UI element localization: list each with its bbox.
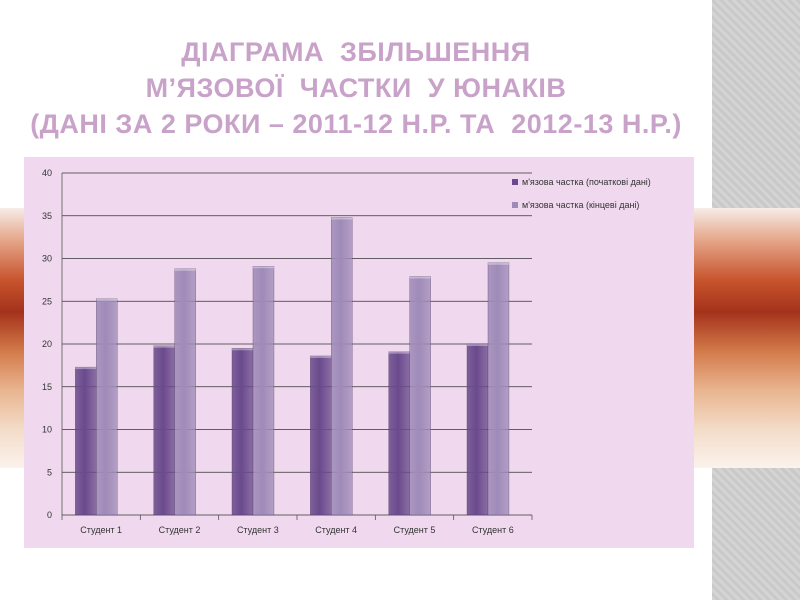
bar-top-highlight (409, 276, 431, 279)
y-tick-label: 25 (42, 296, 52, 306)
bar-final-3 (252, 266, 275, 516)
y-tick-label: 20 (42, 339, 52, 349)
x-tick-label: Студент 6 (472, 525, 514, 535)
bar-final-5 (409, 276, 431, 516)
x-tick-label: Студент 4 (315, 525, 357, 535)
legend-swatch-2 (512, 202, 518, 208)
bar-final-4 (331, 217, 353, 516)
chart-panel: 0 5 10 15 20 25 30 35 40 Студент 1 Студент 2 Студен… (24, 157, 694, 548)
bar-top-highlight (231, 348, 253, 351)
y-tick-label: 35 (42, 211, 52, 221)
bar-chart: 0 5 10 15 20 25 30 35 40 Студент 1 Студент 2 Студен… (42, 168, 651, 535)
bar-top-highlight (388, 351, 410, 354)
decorative-band-left (0, 208, 24, 468)
x-tick-label: Студент 3 (237, 525, 279, 535)
bar-top-highlight (96, 298, 118, 301)
bar-top-highlight (75, 367, 97, 370)
chart-axes: 0 5 10 15 20 25 30 35 40 Студент 1 Студент 2 Студен… (42, 168, 533, 535)
x-tick-label: Студент 1 (80, 525, 122, 535)
bar-top-highlight (153, 345, 175, 348)
legend-label-2: м'язова частка (кінцеві дані) (522, 200, 639, 210)
bar-top-highlight (252, 266, 274, 269)
y-tick-label: 10 (42, 425, 52, 435)
y-tick-label: 15 (42, 382, 52, 392)
chart-legend: м'язова частка (початкові дані) м'язова ч… (512, 177, 651, 210)
x-tick-label: Студент 5 (394, 525, 436, 535)
decorative-band-right (694, 208, 800, 468)
legend-label-1: м'язова частка (початкові дані) (522, 177, 651, 187)
x-tick-label: Студент 2 (159, 525, 201, 535)
chart-bars (75, 217, 510, 516)
y-tick-label: 0 (47, 510, 52, 520)
title-line-3: (ДАНІ ЗА 2 РОКИ – 2011-12 Н.Р. ТА 2012-1… (30, 109, 682, 139)
bar-final-2 (174, 268, 196, 516)
y-tick-label: 40 (42, 168, 52, 178)
bar-top-highlight (466, 344, 488, 346)
title-line-1: ДІАГРАМА ЗБІЛЬШЕННЯ (181, 37, 531, 67)
bar-top-highlight (331, 217, 353, 220)
legend-swatch-1 (512, 179, 518, 185)
bar-final-1 (96, 298, 118, 516)
y-tick-label: 30 (42, 254, 52, 264)
bar-initial-1 (75, 366, 97, 516)
bar-initial-6 (466, 343, 489, 516)
bar-top-highlight (310, 355, 332, 358)
bar-initial-4 (310, 355, 332, 516)
bar-initial-5 (388, 351, 410, 516)
title-line-2: М’ЯЗОВОЇ ЧАСТКИ У ЮНАКІВ (145, 73, 567, 103)
bar-initial-2 (153, 345, 175, 516)
bar-initial-3 (231, 348, 254, 516)
bar-top-highlight (487, 262, 509, 265)
slide-title: ДІАГРАМА ЗБІЛЬШЕННЯ М’ЯЗОВОЇ ЧАСТКИ У ЮН… (0, 34, 712, 142)
y-tick-label: 5 (47, 467, 52, 477)
chart-gridlines (62, 172, 532, 516)
bar-final-6 (487, 262, 510, 516)
bar-top-highlight (174, 268, 196, 271)
